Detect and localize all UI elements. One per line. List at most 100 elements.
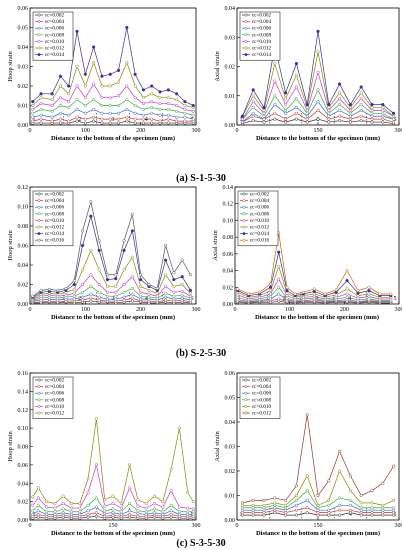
data-point bbox=[108, 84, 112, 88]
legend-marker bbox=[244, 404, 248, 408]
data-point bbox=[94, 505, 98, 509]
data-point bbox=[348, 508, 352, 512]
data-point bbox=[125, 115, 129, 119]
legend-entry: εc=0.014 bbox=[45, 52, 64, 58]
y-tick-label: 0.02 bbox=[18, 84, 29, 90]
data-point bbox=[186, 490, 190, 494]
y-tick-label: 0.04 bbox=[18, 263, 29, 269]
data-point bbox=[323, 292, 327, 296]
data-point bbox=[31, 115, 35, 119]
y-tick-label: 0.04 bbox=[223, 269, 234, 275]
y-tick-label: 0.10 bbox=[18, 205, 29, 211]
data-point bbox=[370, 489, 374, 493]
data-point bbox=[188, 294, 193, 298]
legend-marker bbox=[244, 385, 248, 389]
y-tick-label: 0.02 bbox=[18, 500, 29, 506]
data-point bbox=[188, 291, 193, 295]
data-point bbox=[359, 493, 363, 498]
data-point bbox=[133, 96, 137, 100]
data-point bbox=[338, 82, 342, 86]
data-point bbox=[392, 464, 396, 468]
data-point bbox=[166, 88, 170, 92]
data-point bbox=[45, 500, 49, 504]
data-point bbox=[72, 279, 76, 283]
legend-marker bbox=[37, 398, 41, 402]
data-point bbox=[169, 512, 173, 517]
legend-entry: εc=0.008 bbox=[250, 211, 269, 217]
legend-marker bbox=[242, 192, 246, 196]
legend-entry: εc=0.006 bbox=[250, 205, 269, 211]
data-point bbox=[172, 278, 176, 282]
data-point bbox=[294, 508, 298, 512]
data-point bbox=[139, 273, 143, 277]
data-point bbox=[334, 288, 338, 292]
data-point bbox=[141, 102, 145, 106]
y-tick-label: 0.10 bbox=[18, 426, 29, 432]
data-point bbox=[251, 100, 255, 104]
data-point bbox=[381, 120, 385, 124]
data-point bbox=[338, 508, 342, 512]
data-point bbox=[284, 503, 288, 507]
data-point bbox=[166, 113, 170, 117]
data-point bbox=[147, 292, 151, 296]
data-point bbox=[39, 96, 43, 100]
segment-label: 1 bbox=[240, 117, 243, 123]
data-point bbox=[31, 99, 35, 104]
data-point bbox=[305, 114, 309, 118]
data-point bbox=[100, 117, 104, 121]
y-axis-label: Hoop strain bbox=[7, 229, 14, 260]
y-tick-label: 0.12 bbox=[18, 408, 29, 414]
data-point bbox=[39, 113, 43, 117]
data-point bbox=[172, 294, 176, 298]
legend-entry: εc=0.012 bbox=[252, 46, 271, 52]
data-point bbox=[180, 296, 184, 300]
data-point bbox=[103, 512, 107, 516]
data-point bbox=[277, 285, 281, 289]
data-point bbox=[305, 102, 309, 107]
data-point bbox=[359, 501, 363, 505]
data-point bbox=[359, 85, 363, 89]
data-point bbox=[301, 290, 305, 294]
data-point bbox=[36, 486, 40, 490]
data-point bbox=[305, 506, 309, 510]
data-point bbox=[105, 290, 110, 294]
data-point bbox=[103, 514, 107, 518]
data-point bbox=[294, 498, 298, 502]
legend-marker bbox=[37, 378, 41, 382]
data-point bbox=[111, 511, 115, 515]
x-tick-label: 300 bbox=[192, 307, 201, 313]
chart-a-left: 123450.000.010.020.030.040.050.060100200… bbox=[7, 6, 201, 142]
data-point bbox=[125, 61, 129, 65]
data-point bbox=[47, 287, 51, 291]
data-point bbox=[180, 282, 184, 287]
data-point bbox=[116, 121, 121, 125]
data-point bbox=[136, 498, 140, 502]
x-tick-label: 0 bbox=[234, 307, 237, 313]
data-point bbox=[305, 120, 309, 124]
data-point bbox=[92, 61, 96, 65]
data-point bbox=[45, 512, 49, 517]
data-point bbox=[378, 292, 382, 296]
data-point bbox=[348, 105, 352, 109]
data-point bbox=[111, 507, 115, 511]
data-point bbox=[166, 96, 170, 100]
legend-marker bbox=[37, 232, 41, 236]
x-tick-label: 200 bbox=[340, 307, 349, 313]
data-point bbox=[100, 96, 104, 100]
data-point bbox=[67, 105, 71, 109]
data-point bbox=[294, 503, 298, 507]
data-point bbox=[58, 84, 62, 88]
data-point bbox=[89, 296, 93, 300]
data-point bbox=[294, 513, 298, 517]
data-point bbox=[58, 121, 62, 125]
y-tick-label: 0.05 bbox=[225, 396, 236, 402]
data-point bbox=[50, 119, 54, 123]
y-tick-label: 0.08 bbox=[18, 224, 29, 230]
data-point bbox=[327, 108, 331, 112]
data-point bbox=[312, 294, 316, 299]
legend-box bbox=[239, 376, 281, 419]
data-point bbox=[100, 111, 104, 115]
segment-label: 5 bbox=[191, 296, 194, 302]
data-point bbox=[152, 507, 157, 511]
data-point bbox=[268, 285, 273, 289]
